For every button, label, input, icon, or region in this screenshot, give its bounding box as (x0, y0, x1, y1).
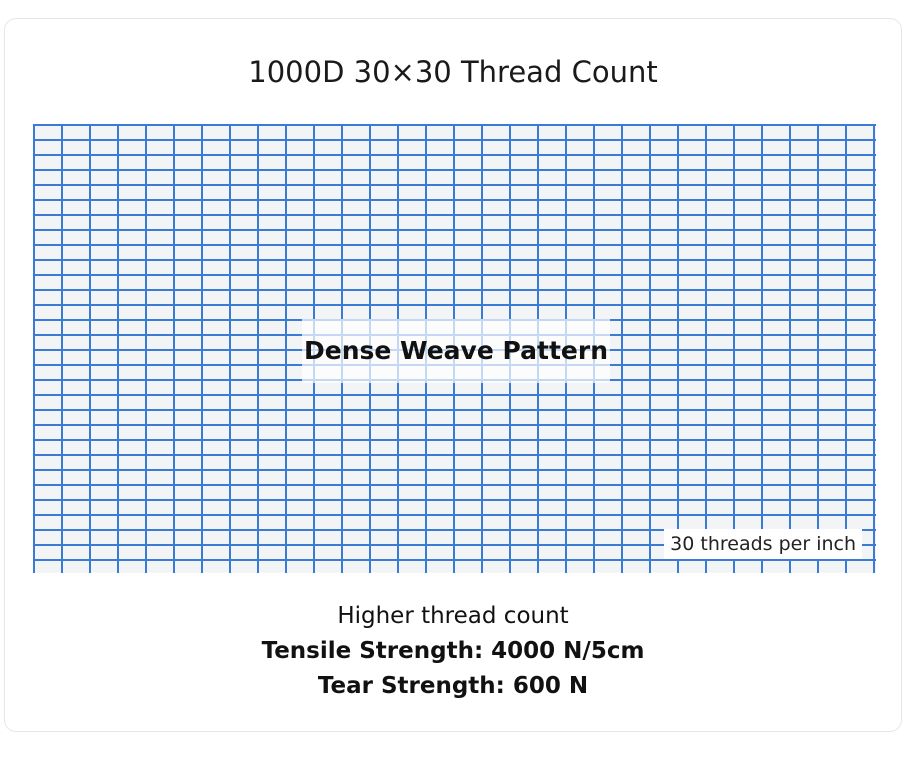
card-title: 1000D 30×30 Thread Count (248, 55, 658, 89)
fabric-card: 1000D 30×30 Thread Count Dense Weave Pat… (4, 18, 902, 732)
weave-pattern-label: Dense Weave Pattern (302, 319, 610, 383)
weave-grid: Dense Weave Pattern 30 threads per inch (33, 124, 876, 573)
tensile-strength-caption: Tensile Strength: 4000 N/5cm (261, 638, 645, 664)
thread-density-label: 30 threads per inch (664, 529, 862, 559)
tear-strength-caption: Tear Strength: 600 N (317, 673, 589, 699)
thread-count-caption: Higher thread count (337, 603, 569, 629)
